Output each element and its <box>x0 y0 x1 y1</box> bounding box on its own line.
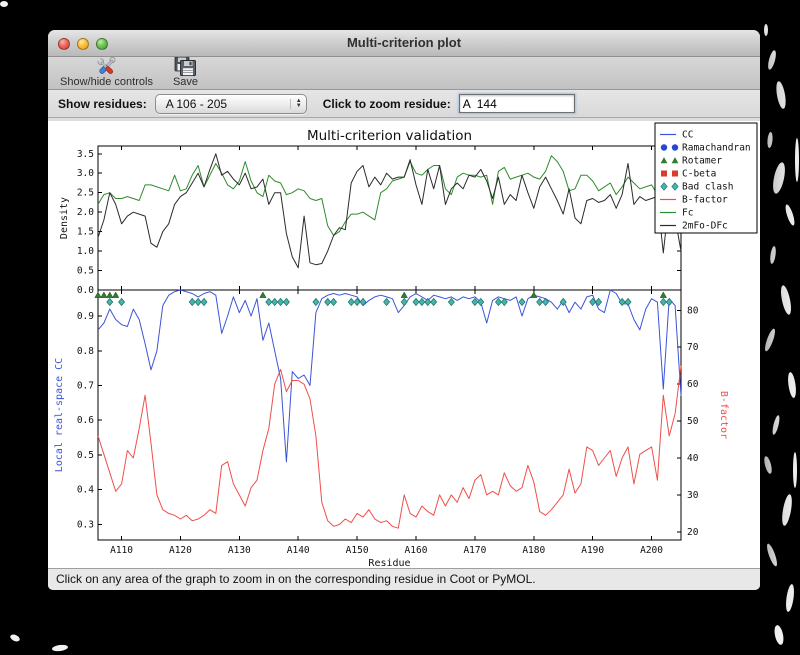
tools-icon <box>98 57 116 74</box>
save-button[interactable]: Save <box>173 56 198 88</box>
zoom-residue-input[interactable] <box>458 94 575 113</box>
svg-text:2.0: 2.0 <box>77 207 94 218</box>
series-B-factor <box>97 365 682 529</box>
svg-text:A170: A170 <box>463 545 486 556</box>
toolbar: Show/hide controls Save <box>48 56 760 90</box>
show-hide-controls-button[interactable]: Show/hide controls <box>60 56 153 88</box>
figure-area: 0.0 0.5 1.0 1.5 2.0 2.5 3.0 3.5 0.3 0.4 0.5 0.6 0.7 0… <box>48 121 760 568</box>
svg-text:B-factor: B-factor <box>682 195 728 206</box>
svg-text:0.5: 0.5 <box>77 450 94 461</box>
svg-text:0.0: 0.0 <box>77 285 94 296</box>
svg-text:20: 20 <box>687 527 699 538</box>
status-message: Click on any area of the graph to zoom i… <box>56 572 536 586</box>
svg-text:A150: A150 <box>346 545 369 556</box>
series-2mFo-DFc <box>97 153 682 269</box>
residue-range-select[interactable]: A 106 - 205 ▲ ▼ <box>154 93 307 114</box>
svg-text:0.9: 0.9 <box>77 311 94 322</box>
svg-text:3.5: 3.5 <box>77 149 94 160</box>
svg-text:Bad clash: Bad clash <box>682 182 733 193</box>
window-controls <box>58 38 108 50</box>
svg-text:0.5: 0.5 <box>77 266 94 277</box>
control-bar: Show residues: A 106 - 205 ▲ ▼ Click to z… <box>48 90 760 118</box>
svg-text:50: 50 <box>687 416 699 427</box>
outlier-markers <box>94 291 673 307</box>
svg-text:40: 40 <box>687 453 699 464</box>
svg-text:Rotamer: Rotamer <box>682 156 722 167</box>
svg-text:2mFo-DFc: 2mFo-DFc <box>682 221 728 232</box>
svg-text:0.7: 0.7 <box>77 380 94 391</box>
show-residues-label: Show residues: <box>58 96 147 111</box>
show-hide-controls-label: Show/hide controls <box>60 76 153 88</box>
svg-text:Fc: Fc <box>682 208 693 219</box>
zoom-button[interactable] <box>96 38 108 50</box>
svg-text:A110: A110 <box>110 545 133 556</box>
svg-text:80: 80 <box>687 305 699 316</box>
legend: CC Ramachandran Rotamer C-beta Bad clash B-fa… <box>654 122 758 234</box>
svg-text:0.8: 0.8 <box>77 346 94 357</box>
svg-text:A200: A200 <box>640 545 663 556</box>
plot-window: Multi-criterion plot <box>48 30 760 590</box>
svg-text:0.3: 0.3 <box>77 519 94 530</box>
svg-text:A140: A140 <box>287 545 310 556</box>
series-Fc <box>97 155 682 236</box>
svg-text:2.5: 2.5 <box>77 188 94 199</box>
svg-text:CC: CC <box>682 130 693 141</box>
axes-frames <box>97 145 682 541</box>
svg-text:Ramachandran: Ramachandran <box>682 143 751 154</box>
svg-text:A120: A120 <box>169 545 192 556</box>
series-CC <box>97 289 682 463</box>
window-title: Multi-criterion plot <box>346 35 462 50</box>
save-label: Save <box>172 76 199 88</box>
svg-text:B-factor: B-factor <box>718 391 729 439</box>
save-icon <box>174 56 196 76</box>
svg-text:30: 30 <box>687 490 699 501</box>
validation-chart[interactable]: 0.0 0.5 1.0 1.5 2.0 2.5 3.0 3.5 0.3 0.4 0.5 0.6 0.7 0… <box>48 121 760 568</box>
svg-text:A190: A190 <box>581 545 604 556</box>
svg-text:60: 60 <box>687 379 699 390</box>
title-bar: Multi-criterion plot <box>48 30 760 57</box>
svg-text:Residue: Residue <box>368 558 410 568</box>
svg-text:0.4: 0.4 <box>77 485 94 496</box>
svg-text:A180: A180 <box>522 545 545 556</box>
svg-text:A130: A130 <box>228 545 251 556</box>
svg-text:A160: A160 <box>405 545 428 556</box>
minimize-button[interactable] <box>77 38 89 50</box>
chart-title: Multi-criterion validation <box>306 128 473 144</box>
stepper-arrows-icon: ▲ ▼ <box>289 98 302 109</box>
zoom-residue-label: Click to zoom residue: <box>322 96 451 111</box>
svg-text:Local real-space CC: Local real-space CC <box>54 358 65 472</box>
svg-text:0.6: 0.6 <box>77 415 94 426</box>
svg-text:1.0: 1.0 <box>77 246 94 257</box>
axis-ticks <box>98 146 681 540</box>
svg-text:C-beta: C-beta <box>682 169 716 180</box>
status-bar: Click on any area of the graph to zoom i… <box>48 568 760 590</box>
close-button[interactable] <box>58 38 70 50</box>
residue-range-value: A 106 - 205 <box>165 96 228 111</box>
svg-text:Density: Density <box>59 197 70 239</box>
svg-text:3.0: 3.0 <box>77 168 94 179</box>
svg-text:70: 70 <box>687 342 699 353</box>
svg-text:1.5: 1.5 <box>77 227 94 238</box>
